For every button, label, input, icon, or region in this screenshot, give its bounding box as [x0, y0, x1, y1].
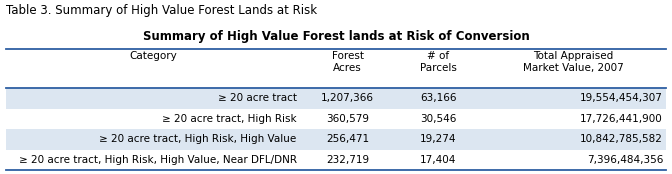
Text: 63,166: 63,166 [420, 93, 456, 103]
Text: 30,546: 30,546 [420, 114, 456, 124]
Text: ≥ 20 acre tract, High Risk, High Value: ≥ 20 acre tract, High Risk, High Value [99, 134, 297, 144]
Text: Summary of High Value Forest lands at Risk of Conversion: Summary of High Value Forest lands at Ri… [142, 30, 530, 43]
Text: 7,396,484,356: 7,396,484,356 [587, 155, 663, 165]
Text: 19,554,454,307: 19,554,454,307 [580, 93, 663, 103]
Text: 10,842,785,582: 10,842,785,582 [580, 134, 663, 144]
Text: 19,274: 19,274 [420, 134, 456, 144]
Bar [6, 149, 666, 170]
Bar [6, 129, 666, 149]
Text: Table 3. Summary of High Value Forest Lands at Risk: Table 3. Summary of High Value Forest La… [6, 4, 317, 17]
Text: Forest
Acres: Forest Acres [331, 51, 364, 73]
Text: 360,579: 360,579 [326, 114, 369, 124]
Text: Total Appraised
Market Value, 2007: Total Appraised Market Value, 2007 [523, 51, 624, 73]
Text: 1,207,366: 1,207,366 [321, 93, 374, 103]
Text: ≥ 20 acre tract, High Risk, High Value, Near DFL/DNR: ≥ 20 acre tract, High Risk, High Value, … [19, 155, 297, 165]
Text: 256,471: 256,471 [326, 134, 369, 144]
Text: 17,726,441,900: 17,726,441,900 [580, 114, 663, 124]
Text: ≥ 20 acre tract, High Risk: ≥ 20 acre tract, High Risk [162, 114, 297, 124]
Text: 17,404: 17,404 [420, 155, 456, 165]
Text: Category: Category [129, 51, 177, 61]
Text: ≥ 20 acre tract: ≥ 20 acre tract [218, 93, 297, 103]
Bar [6, 88, 666, 109]
Text: # of
Parcels: # of Parcels [420, 51, 457, 73]
Text: 232,719: 232,719 [326, 155, 369, 165]
Bar [6, 109, 666, 129]
